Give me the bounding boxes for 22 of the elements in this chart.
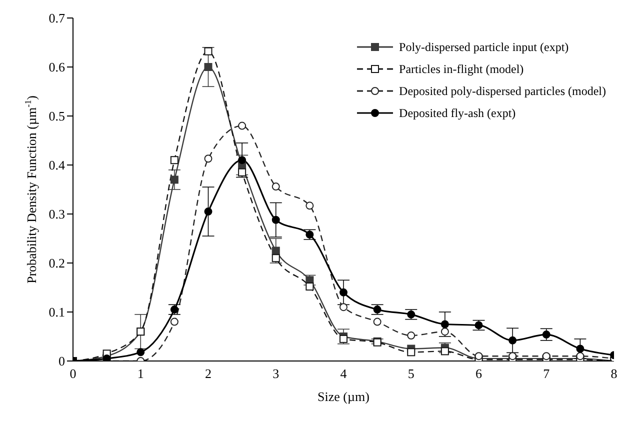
legend-label: Poly-dispersed particle input (expt) <box>399 40 569 54</box>
legend-label: Particles in-flight (model) <box>399 62 524 76</box>
x-tick-label: 2 <box>205 366 212 382</box>
y-tick-label: 0 <box>58 354 65 369</box>
y-tick-label: 0.2 <box>48 256 65 271</box>
y-tick-label: 0.7 <box>48 10 66 26</box>
legend-label: Deposited fly-ash (expt) <box>399 106 516 120</box>
x-tick-label: 8 <box>610 366 618 382</box>
x-tick-label: 7 <box>543 366 550 382</box>
y-tick-label: 0.1 <box>48 304 65 320</box>
x-tick-label: 0 <box>70 366 76 382</box>
y-tick-label: 0.4 <box>48 158 66 173</box>
x-tick-label: 3 <box>272 366 280 382</box>
x-tick-label: 1 <box>137 366 144 382</box>
x-axis-title: Size (µm) <box>318 389 370 404</box>
y-tick-label: 0.6 <box>48 60 66 75</box>
x-tick-label: 5 <box>408 366 414 382</box>
y-tick-label: 0.3 <box>48 206 65 222</box>
y-tick-label: 0.5 <box>48 108 65 124</box>
x-tick-label: 4 <box>340 366 348 382</box>
legend-label: Deposited poly-dispersed particles (model) <box>399 84 606 98</box>
x-tick-label: 6 <box>476 366 482 382</box>
